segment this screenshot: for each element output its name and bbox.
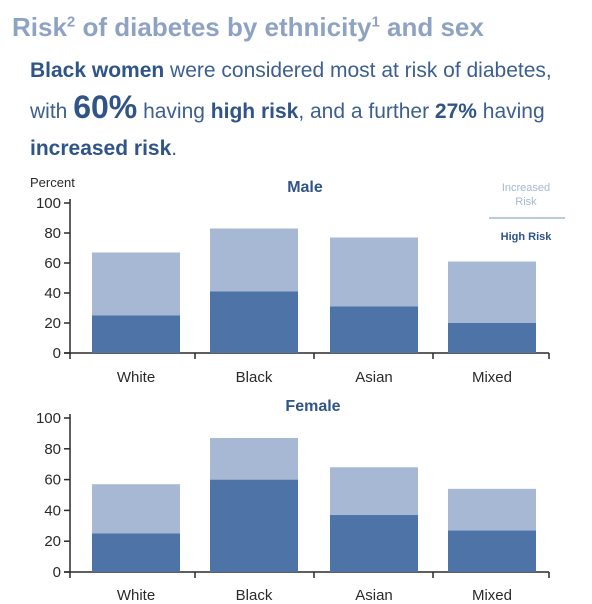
panel-female-bar-increased-risk-asian [330,467,418,516]
panel-male-bar-increased-risk-black [210,228,298,292]
panel-female-bar-increased-risk-black [210,438,298,480]
panel-male-bar-high-risk-mixed [448,323,536,353]
panel-female-category-label: Mixed [472,587,512,604]
panel-male-y-tick-label: 40 [44,285,61,302]
panel-female-bar-high-risk-white [92,533,180,572]
panel-male-y-tick-label: 20 [44,315,61,332]
panel-male-category-label: Black [236,369,273,386]
panel-male-title: Male [287,179,323,196]
panel-female-y-tick-label: 100 [36,410,61,427]
panel-male-y-tick-label: 60 [44,255,61,272]
panel-male-bar-increased-risk-asian [330,237,418,307]
panel-male-bar-high-risk-white [92,315,180,353]
panel-male-bar-increased-risk-mixed [448,261,536,323]
panel-female-y-tick-label: 20 [44,533,61,550]
panel-male-bar-high-risk-black [210,291,298,353]
panel-male-y-axis-label: Percent [30,175,75,190]
panel-male-y-tick-label: 0 [53,345,61,362]
panel-female-y-tick-label: 0 [53,564,61,581]
panel-male-category-label: Asian [355,369,393,386]
legend-increased-risk-line2: Risk [515,196,537,208]
panel-male-category-label: Mixed [472,369,512,386]
panel-female-y-tick-label: 40 [44,502,61,519]
panel-male-bar-increased-risk-white [92,252,180,316]
panel-male-bar-high-risk-asian [330,306,418,353]
panel-male-y-tick-label: 80 [44,225,61,242]
legend-high-risk: High Risk [501,231,553,243]
panel-female-bar-high-risk-mixed [448,530,536,572]
panel-male-category-label: White [117,369,155,386]
panel-female-title: Female [285,398,340,415]
panel-female-bar-high-risk-asian [330,515,418,572]
legend-increased-risk-line1: Increased [502,182,550,194]
panel-female-category-label: White [117,587,155,604]
panel-male-y-tick-label: 100 [36,195,61,212]
summary-text: Black women were considered most at risk… [30,59,552,160]
panel-female-bar-high-risk-black [210,479,298,572]
panel-female-category-label: Black [236,587,273,604]
panel-female-bar-increased-risk-white [92,484,180,534]
panel-female-y-tick-label: 80 [44,441,61,458]
panel-female-bar-increased-risk-mixed [448,488,536,531]
panel-female-category-label: Asian [355,587,393,604]
page-title: Risk2 of diabetes by ethnicity1 and sex [12,12,484,42]
panel-female-y-tick-label: 60 [44,472,61,489]
